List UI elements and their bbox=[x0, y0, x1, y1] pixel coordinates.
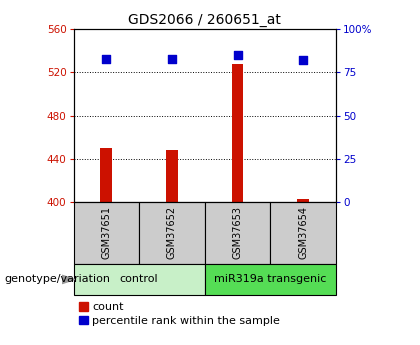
Bar bbox=[100, 148, 112, 202]
Text: GSM37652: GSM37652 bbox=[167, 206, 177, 259]
Text: GSM37654: GSM37654 bbox=[298, 206, 308, 259]
Point bbox=[300, 58, 307, 63]
Point bbox=[168, 56, 175, 61]
Text: GSM37651: GSM37651 bbox=[101, 206, 111, 259]
Legend: count, percentile rank within the sample: count, percentile rank within the sample bbox=[79, 302, 280, 326]
Bar bbox=[232, 64, 244, 202]
Bar bbox=[205, 264, 336, 295]
Bar bbox=[74, 202, 139, 264]
Polygon shape bbox=[62, 275, 75, 284]
Bar bbox=[139, 202, 205, 264]
Bar bbox=[205, 202, 270, 264]
Text: genotype/variation: genotype/variation bbox=[4, 275, 110, 284]
Point bbox=[234, 52, 241, 58]
Text: control: control bbox=[120, 275, 158, 284]
Bar bbox=[270, 202, 336, 264]
Point bbox=[103, 56, 110, 61]
Text: miR319a transgenic: miR319a transgenic bbox=[214, 275, 327, 284]
Bar bbox=[74, 264, 205, 295]
Bar bbox=[297, 199, 309, 202]
Bar bbox=[166, 150, 178, 202]
Text: GSM37653: GSM37653 bbox=[233, 206, 243, 259]
Title: GDS2066 / 260651_at: GDS2066 / 260651_at bbox=[129, 13, 281, 27]
